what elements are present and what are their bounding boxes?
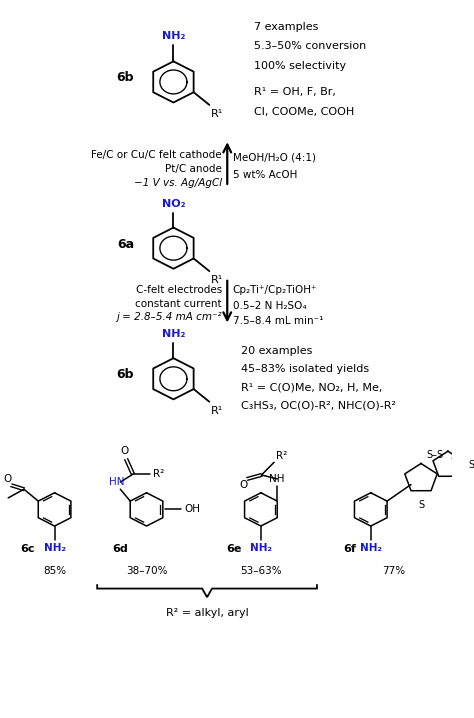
- Text: R¹ = C(O)Me, NO₂, H, Me,: R¹ = C(O)Me, NO₂, H, Me,: [241, 383, 382, 393]
- Text: 53–63%: 53–63%: [240, 566, 282, 576]
- Text: S: S: [468, 460, 474, 470]
- Text: 7.5–8.4 mL min⁻¹: 7.5–8.4 mL min⁻¹: [233, 317, 323, 327]
- Text: R¹: R¹: [210, 275, 223, 285]
- Text: OH: OH: [184, 505, 200, 514]
- Text: NH₂: NH₂: [162, 330, 185, 339]
- Text: MeOH/H₂O (4:1): MeOH/H₂O (4:1): [233, 152, 316, 162]
- Text: S: S: [418, 500, 424, 510]
- Text: 77%: 77%: [382, 566, 405, 576]
- Text: 38–70%: 38–70%: [126, 566, 167, 576]
- Text: R²: R²: [276, 451, 287, 461]
- Text: 85%: 85%: [43, 566, 66, 576]
- Text: 5 wt% AcOH: 5 wt% AcOH: [233, 170, 297, 180]
- Text: NH₂: NH₂: [360, 543, 382, 553]
- Text: Pt/C anode: Pt/C anode: [165, 164, 222, 174]
- Text: 6c: 6c: [20, 544, 35, 554]
- Text: NH₂: NH₂: [162, 31, 185, 41]
- Text: R¹: R¹: [210, 406, 223, 416]
- Text: j = 2.8–5.4 mA cm⁻²: j = 2.8–5.4 mA cm⁻²: [116, 312, 222, 322]
- Text: C₃HS₃, OC(O)-R², NHC(O)-R²: C₃HS₃, OC(O)-R², NHC(O)-R²: [241, 401, 396, 411]
- Text: 5.3–50% conversion: 5.3–50% conversion: [254, 42, 366, 51]
- Text: 6a: 6a: [117, 238, 134, 251]
- Text: C-felt electrodes: C-felt electrodes: [136, 285, 222, 294]
- Text: 20 examples: 20 examples: [241, 346, 312, 356]
- Text: 45–83% isolated yields: 45–83% isolated yields: [241, 364, 369, 374]
- Text: 100% selectivity: 100% selectivity: [254, 61, 346, 71]
- Text: O: O: [239, 480, 248, 490]
- Text: Cp₂Ti⁺/Cp₂TiOH⁺: Cp₂Ti⁺/Cp₂TiOH⁺: [233, 285, 317, 294]
- Text: 6f: 6f: [343, 544, 356, 554]
- Text: HN: HN: [109, 477, 125, 487]
- Text: O: O: [120, 446, 128, 456]
- Text: constant current: constant current: [135, 299, 222, 309]
- Text: NH₂: NH₂: [250, 543, 272, 553]
- Text: NO₂: NO₂: [162, 199, 185, 209]
- Text: 6e: 6e: [227, 544, 242, 554]
- Text: R¹: R¹: [210, 109, 223, 119]
- Text: R² = alkyl, aryl: R² = alkyl, aryl: [166, 608, 248, 618]
- Text: R¹ = OH, F, Br,: R¹ = OH, F, Br,: [254, 87, 336, 97]
- Text: 6d: 6d: [112, 544, 128, 554]
- Text: S–S: S–S: [426, 449, 443, 460]
- Text: −1 V vs. Ag/AgCl: −1 V vs. Ag/AgCl: [134, 178, 222, 188]
- Text: NH₂: NH₂: [44, 543, 65, 553]
- Text: 6b: 6b: [117, 368, 134, 381]
- Text: NH: NH: [269, 474, 285, 484]
- Text: 7 examples: 7 examples: [254, 22, 319, 32]
- Text: Fe/C or Cu/C felt cathode: Fe/C or Cu/C felt cathode: [91, 150, 222, 160]
- Text: O: O: [4, 474, 12, 484]
- Text: R²: R²: [153, 469, 164, 479]
- Text: 0.5–2 N H₂SO₄: 0.5–2 N H₂SO₄: [233, 301, 306, 311]
- Text: Cl, COOMe, COOH: Cl, COOMe, COOH: [254, 107, 355, 116]
- Text: 6b: 6b: [117, 72, 134, 85]
